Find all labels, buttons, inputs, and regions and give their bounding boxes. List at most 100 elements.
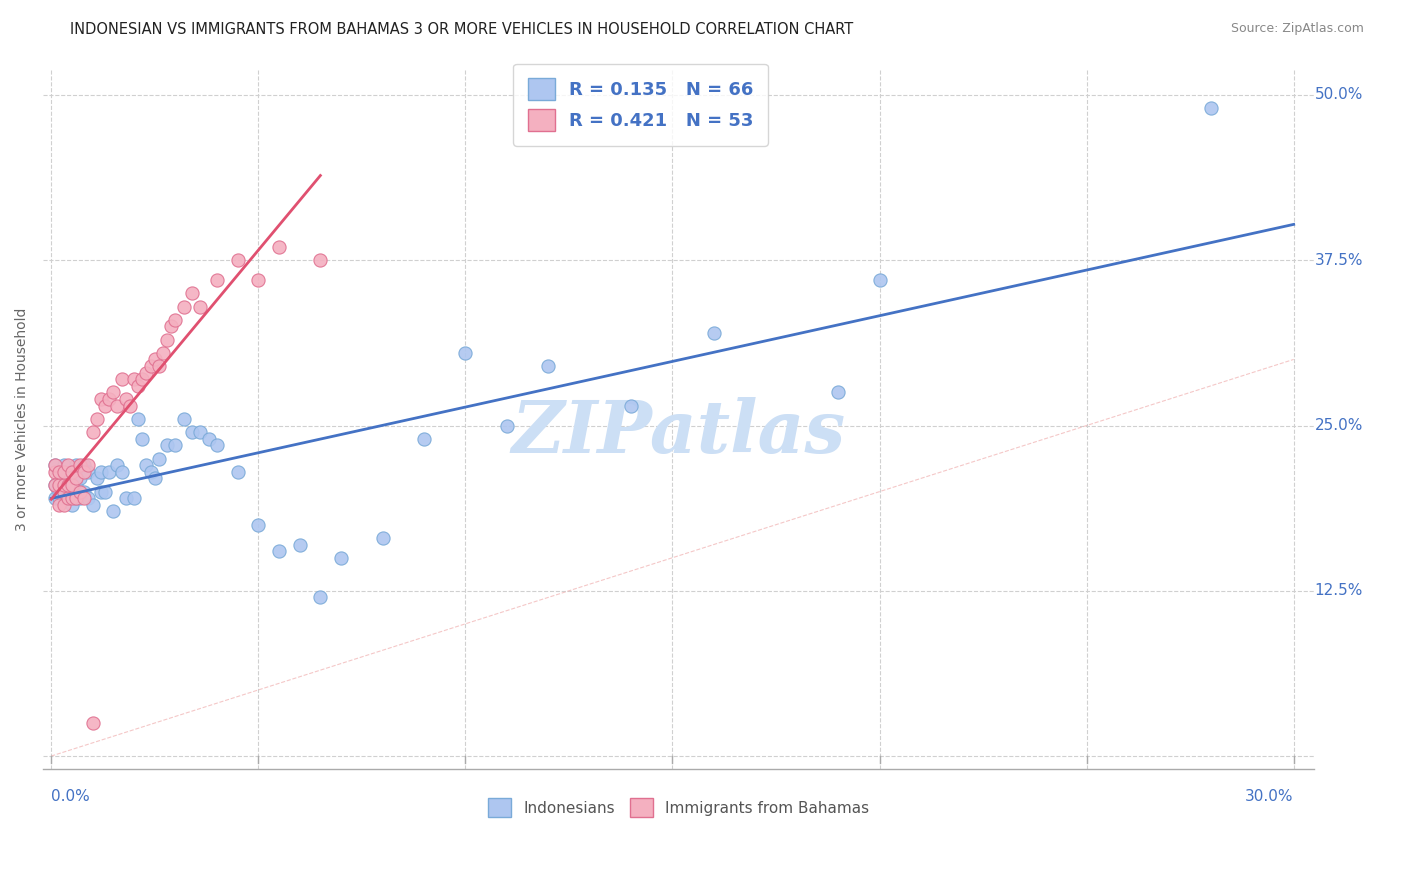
Point xyxy=(118,399,141,413)
Point xyxy=(173,412,195,426)
Point xyxy=(288,537,311,551)
Point xyxy=(48,478,70,492)
Point xyxy=(122,491,145,506)
Point xyxy=(56,471,79,485)
Point xyxy=(86,471,108,485)
Point xyxy=(188,425,211,439)
Point xyxy=(181,425,204,439)
Point xyxy=(703,326,725,340)
Point xyxy=(165,312,187,326)
Point xyxy=(160,319,183,334)
Text: Source: ZipAtlas.com: Source: ZipAtlas.com xyxy=(1230,22,1364,36)
Point xyxy=(69,458,91,473)
Point xyxy=(247,273,270,287)
Point xyxy=(56,484,79,499)
Point xyxy=(127,379,149,393)
Point xyxy=(103,385,125,400)
Point xyxy=(94,399,117,413)
Point xyxy=(135,458,157,473)
Point xyxy=(44,478,66,492)
Point xyxy=(52,471,75,485)
Point xyxy=(188,300,211,314)
Point xyxy=(197,432,219,446)
Point xyxy=(73,484,96,499)
Point xyxy=(869,273,891,287)
Point xyxy=(56,458,79,473)
Point xyxy=(1199,101,1222,115)
Point xyxy=(65,491,87,506)
Point xyxy=(371,531,394,545)
Point xyxy=(226,253,249,268)
Point xyxy=(52,465,75,479)
Point xyxy=(60,491,83,506)
Point xyxy=(139,359,162,373)
Point xyxy=(48,465,70,479)
Point xyxy=(139,465,162,479)
Point xyxy=(48,465,70,479)
Point xyxy=(60,478,83,492)
Point xyxy=(52,484,75,499)
Point xyxy=(267,544,290,558)
Point xyxy=(205,438,228,452)
Point xyxy=(65,458,87,473)
Point xyxy=(205,273,228,287)
Text: 30.0%: 30.0% xyxy=(1246,789,1294,804)
Text: 12.5%: 12.5% xyxy=(1315,583,1362,599)
Point xyxy=(44,478,66,492)
Text: 50.0%: 50.0% xyxy=(1315,87,1362,103)
Point xyxy=(82,498,104,512)
Point xyxy=(309,591,332,605)
Point xyxy=(827,385,849,400)
Point xyxy=(48,498,70,512)
Point xyxy=(173,300,195,314)
Point xyxy=(620,399,643,413)
Point xyxy=(90,484,112,499)
Point xyxy=(94,484,117,499)
Point xyxy=(65,478,87,492)
Point xyxy=(44,491,66,506)
Point xyxy=(98,392,121,406)
Point xyxy=(56,478,79,492)
Point xyxy=(226,465,249,479)
Point xyxy=(110,372,132,386)
Point xyxy=(69,491,91,506)
Point xyxy=(52,498,75,512)
Point xyxy=(110,465,132,479)
Y-axis label: 3 or more Vehicles in Household: 3 or more Vehicles in Household xyxy=(15,307,30,531)
Point xyxy=(48,484,70,499)
Point xyxy=(330,550,353,565)
Point xyxy=(82,425,104,439)
Point xyxy=(107,399,129,413)
Point xyxy=(152,346,174,360)
Point xyxy=(60,498,83,512)
Point xyxy=(60,465,83,479)
Point xyxy=(148,451,170,466)
Point xyxy=(73,458,96,473)
Point xyxy=(131,372,153,386)
Point xyxy=(143,471,166,485)
Point xyxy=(69,471,91,485)
Point xyxy=(77,491,100,506)
Point xyxy=(69,484,91,499)
Point xyxy=(56,491,79,506)
Point xyxy=(114,491,136,506)
Point xyxy=(52,478,75,492)
Point xyxy=(86,412,108,426)
Point xyxy=(44,458,66,473)
Point xyxy=(537,359,560,373)
Point xyxy=(52,458,75,473)
Point xyxy=(73,491,96,506)
Point xyxy=(77,458,100,473)
Point xyxy=(90,465,112,479)
Legend: Indonesians, Immigrants from Bahamas: Indonesians, Immigrants from Bahamas xyxy=(481,791,877,825)
Point xyxy=(107,458,129,473)
Text: ZIPatlas: ZIPatlas xyxy=(512,398,845,468)
Point xyxy=(60,478,83,492)
Point xyxy=(309,253,332,268)
Text: 25.0%: 25.0% xyxy=(1315,418,1362,433)
Point xyxy=(131,432,153,446)
Point xyxy=(65,491,87,506)
Point xyxy=(267,240,290,254)
Point xyxy=(60,465,83,479)
Text: 0.0%: 0.0% xyxy=(51,789,90,804)
